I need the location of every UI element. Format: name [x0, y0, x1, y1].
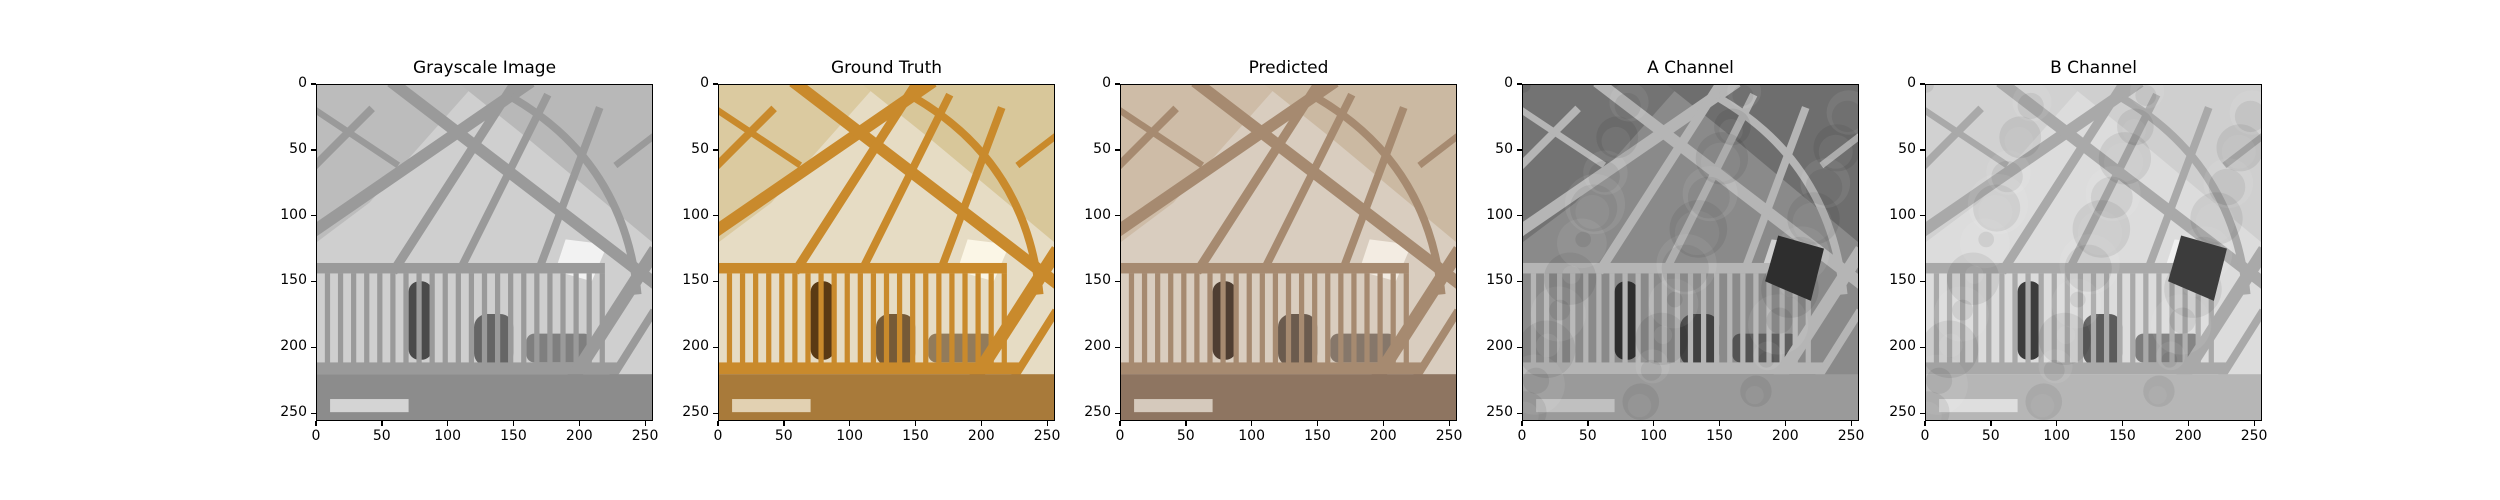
y-tick-label: 150 — [1486, 272, 1513, 289]
x-tick-label: 100 — [1238, 428, 1265, 444]
x-tick-label: 100 — [2043, 428, 2070, 444]
x-tick-label: 250 — [631, 428, 659, 444]
panel-title: A Channel — [1647, 58, 1734, 78]
image-content — [1926, 85, 2261, 420]
y-tick-label: 50 — [1093, 140, 1111, 157]
x-tick-label: 0 — [1115, 428, 1125, 444]
x-tick-label: 200 — [1771, 428, 1799, 444]
y-tick-label: 100 — [1084, 206, 1111, 223]
x-tick-label: 50 — [1578, 428, 1597, 444]
y-tick-label: 250 — [682, 404, 709, 421]
panel-title: B Channel — [2050, 58, 2137, 78]
y-tick-label: 200 — [682, 338, 709, 355]
panel-title: Predicted — [1248, 58, 1329, 78]
image-frame — [1120, 84, 1457, 421]
x-tick-label: 150 — [902, 428, 929, 444]
image-panel-achan: A Channel 0 50 100 150 200 250 0 50 100 150 200 250 — [1486, 58, 1864, 444]
y-tick-label: 100 — [682, 206, 709, 223]
x-tick-label: 50 — [1981, 428, 2000, 444]
x-tick-label: 250 — [1435, 428, 1463, 444]
image-frame — [1925, 84, 2262, 421]
x-tick-label: 250 — [1033, 428, 1061, 444]
panel-title: Grayscale Image — [412, 58, 557, 78]
x-tick-label: 0 — [311, 428, 321, 444]
x-tick-label: 50 — [774, 428, 793, 444]
x-tick-label: 200 — [1369, 428, 1397, 444]
x-tick-label: 50 — [1176, 428, 1195, 444]
x-tick-label: 150 — [500, 428, 527, 444]
y-tick-label: 250 — [280, 404, 307, 421]
x-tick-label: 0 — [1920, 428, 1930, 444]
x-tick-label: 50 — [372, 428, 391, 444]
y-tick-label: 0 — [1504, 75, 1513, 91]
x-tick-label: 200 — [2174, 428, 2202, 444]
image-panel-truth: Ground Truth 0 50 100 150 200 250 0 50 100 150 200 2… — [682, 58, 1060, 444]
y-tick-label: 150 — [1889, 272, 1916, 289]
image-panel-bchan: B Channel 0 50 100 150 200 250 0 50 100 150 200 250 — [1889, 58, 2267, 444]
y-tick-label: 100 — [280, 206, 307, 223]
y-tick-label: 200 — [280, 338, 307, 355]
y-tick-label: 150 — [682, 272, 709, 289]
x-tick-label: 250 — [2240, 428, 2268, 444]
y-tick-label: 100 — [1889, 206, 1916, 223]
x-tick-label: 150 — [1706, 428, 1733, 444]
x-tick-label: 150 — [1304, 428, 1331, 444]
image-panel-pred: Predicted 0 50 100 150 200 250 0 50 100 150 200 250 — [1084, 58, 1462, 444]
image-frame — [1522, 84, 1859, 421]
x-tick-label: 0 — [713, 428, 723, 444]
y-tick-label: 250 — [1889, 404, 1916, 421]
x-tick-label: 200 — [565, 428, 593, 444]
image-content — [719, 85, 1054, 420]
x-tick-label: 200 — [967, 428, 995, 444]
y-tick-label: 0 — [298, 75, 307, 91]
image-content — [317, 85, 652, 420]
y-tick-label: 250 — [1084, 404, 1111, 421]
image-content — [1121, 85, 1456, 420]
y-tick-label: 0 — [1102, 75, 1111, 91]
image-frame — [718, 84, 1055, 421]
x-tick-label: 100 — [836, 428, 863, 444]
x-tick-label: 100 — [434, 428, 461, 444]
panel-title: Ground Truth — [830, 58, 943, 78]
image-content — [1523, 85, 1858, 420]
x-tick-label: 250 — [1837, 428, 1865, 444]
y-tick-label: 200 — [1889, 338, 1916, 355]
x-tick-label: 0 — [1517, 428, 1527, 444]
y-tick-label: 50 — [1898, 140, 1916, 157]
image-panel-gray: Grayscale Image 0 50 100 150 200 250 0 50 100 150 2… — [280, 58, 658, 444]
x-tick-label: 150 — [2109, 428, 2136, 444]
y-tick-label: 150 — [1084, 272, 1111, 289]
y-tick-label: 250 — [1486, 404, 1513, 421]
y-tick-label: 150 — [280, 272, 307, 289]
y-tick-label: 0 — [700, 75, 709, 91]
y-tick-label: 50 — [1495, 140, 1513, 157]
y-tick-label: 200 — [1084, 338, 1111, 355]
y-tick-label: 50 — [289, 140, 307, 157]
y-tick-label: 0 — [1907, 75, 1916, 91]
y-tick-label: 50 — [691, 140, 709, 157]
x-tick-label: 100 — [1640, 428, 1667, 444]
y-tick-label: 200 — [1486, 338, 1513, 355]
image-frame — [316, 84, 653, 421]
y-tick-label: 100 — [1486, 206, 1513, 223]
